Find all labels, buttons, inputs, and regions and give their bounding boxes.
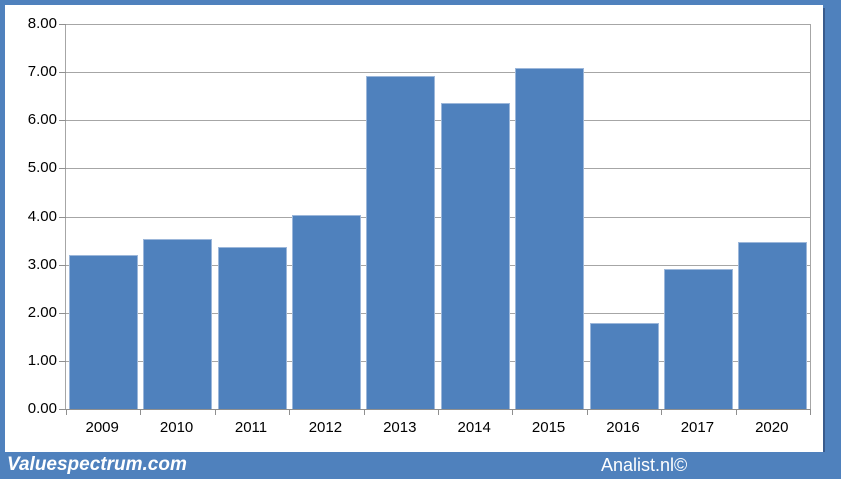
y-axis-tick [59,313,66,314]
x-axis-tick-label: 2020 [755,419,789,436]
x-axis-tick [736,409,737,415]
bar-2020 [738,242,807,409]
chart-panel: 8.00 7.00 6.00 5.00 4.00 3.00 2.00 1.00 0.00 200… [5,5,823,452]
y-axis-tick [59,168,66,169]
x-axis-labels: 2009 2010 2011 2012 2013 2014 2015 2016 2017 2020 [65,417,809,439]
x-axis-tick [810,409,811,415]
y-axis-tick-label: 0.00 [27,400,57,417]
gridline [66,313,810,314]
x-axis-tick-label: 2014 [457,419,491,436]
x-axis-tick [140,409,141,415]
x-axis-tick-label: 2012 [308,419,343,436]
x-axis-tick-label: 2013 [383,419,417,436]
y-axis-tick-label: 7.00 [27,63,57,80]
x-axis-tick [661,409,662,415]
gridline [66,168,810,169]
x-axis-tick-label: 2015 [531,419,566,436]
gridline [66,265,810,266]
gridline [66,72,810,73]
gridline [66,24,810,25]
x-axis-tick-label: 2017 [680,419,715,436]
y-axis-tick [59,361,66,362]
x-axis-tick [512,409,513,415]
x-axis-tick-label: 2016 [606,419,640,436]
bar-2017 [664,269,733,409]
bar-2014 [441,103,510,409]
bar-2012 [292,215,361,409]
y-axis-tick [59,217,66,218]
bar-2016 [590,323,659,409]
x-axis-tick [289,409,290,415]
x-axis-tick [587,409,588,415]
y-axis-tick-label: 4.00 [27,208,57,225]
x-axis-tick-label: 2009 [85,419,119,436]
gridline [66,217,810,218]
y-axis-tick [59,120,66,121]
footer-bar: Valuespectrum.com Analist.nl© [0,452,841,479]
x-axis-tick [215,409,216,415]
x-axis-tick [364,409,365,415]
x-axis-tick [66,409,67,415]
y-axis-tick [59,72,66,73]
y-axis-tick-label: 3.00 [27,256,57,273]
bar-2015 [515,68,584,409]
y-axis-tick [59,24,66,25]
bar-2009 [69,255,138,409]
x-axis-tick-label: 2011 [234,419,268,436]
y-axis-tick-label: 6.00 [27,111,57,128]
y-axis-labels: 8.00 7.00 6.00 5.00 4.00 3.00 2.00 1.00 0.00 [5,15,57,417]
plot-area [59,24,811,415]
bar-2013 [366,76,435,409]
analist-watermark: Analist.nl© [601,455,688,475]
y-axis-tick-label: 8.00 [27,15,57,32]
x-axis-tick [438,409,439,415]
gridline [66,361,810,362]
gridline [66,120,810,121]
y-axis-tick [59,409,66,410]
valuespectrum-watermark: Valuespectrum.com [7,454,187,475]
x-axis-tick-label: 2010 [159,419,194,436]
y-axis-tick [59,265,66,266]
bar-2011 [218,247,287,409]
y-axis-tick-label: 1.00 [27,352,57,369]
y-axis-tick-label: 2.00 [27,304,57,321]
y-axis-tick-label: 5.00 [27,159,57,176]
bar-2010 [143,239,212,409]
